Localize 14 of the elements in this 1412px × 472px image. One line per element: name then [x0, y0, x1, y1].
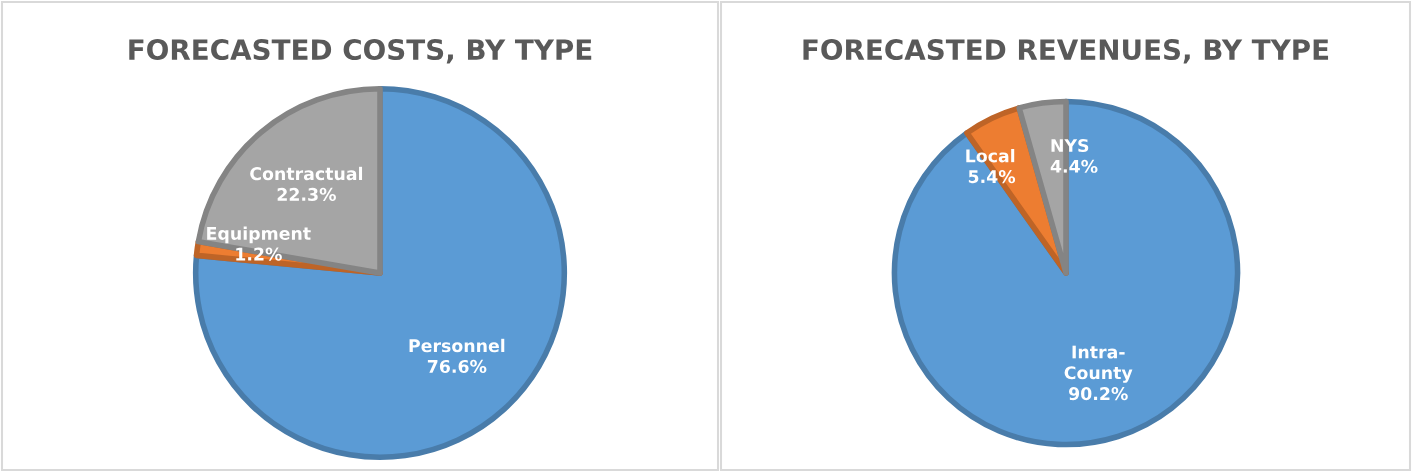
pie-slice	[192, 85, 568, 461]
pie-slice	[195, 85, 383, 276]
data-label: 22.3%	[277, 187, 336, 202]
pie-slice	[891, 98, 1241, 448]
data-label: 90.2%	[1069, 387, 1128, 401]
slice-label: Contractual	[250, 166, 363, 181]
data-label: 4.4%	[1050, 159, 1098, 173]
chart-title: FORECASTED COSTS, BY TYPE	[129, 39, 592, 64]
slice-label: Equipment	[207, 226, 311, 244]
data-label: 76.6%	[427, 359, 487, 373]
slice-label: NYS	[1051, 138, 1089, 153]
slice-label: Intra- County	[1064, 345, 1133, 383]
chart-title: FORECASTED REVENUES, BY TYPE	[803, 39, 1329, 64]
slice-label: Personnel	[409, 338, 505, 353]
